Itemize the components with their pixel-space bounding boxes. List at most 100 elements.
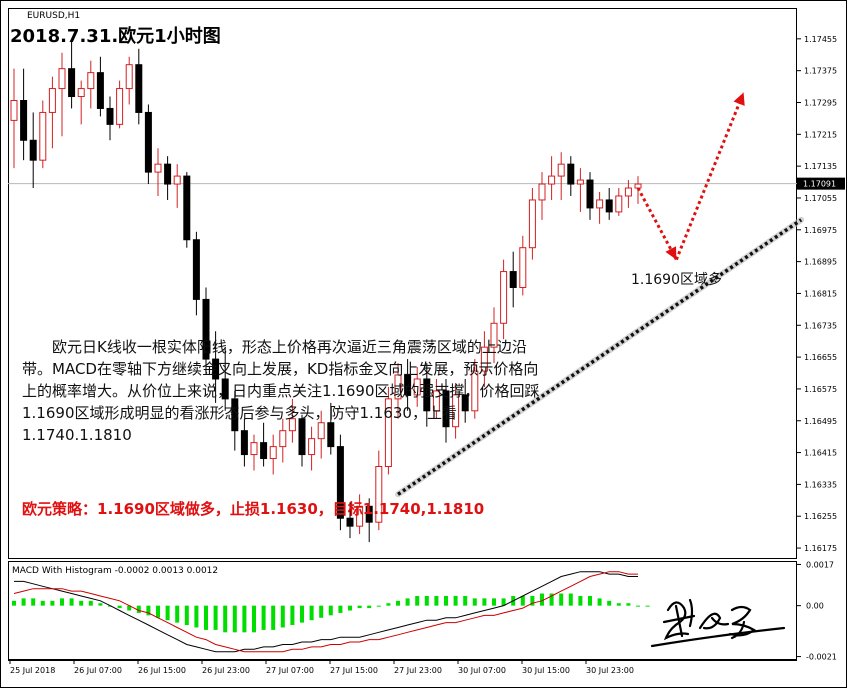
candle [269,434,277,475]
histogram-bar [540,593,544,606]
candle-body [135,64,143,113]
histogram-bar [607,600,612,606]
candle-body [461,394,469,412]
histogram-bar [184,605,189,626]
candle [231,390,239,451]
histogram-bar [376,605,381,607]
histogram-bar [204,605,208,630]
candle [605,188,613,220]
histogram-bar [31,598,36,606]
histogram-bar [165,605,170,621]
price-tick-label: 1.16735 [804,321,837,330]
candle [77,80,85,125]
candle [202,287,210,375]
candle-body [336,446,344,519]
candle-body [87,72,95,90]
candle [480,331,488,387]
histogram-bar [396,600,400,606]
candle-body [202,298,210,360]
histogram-bar [424,595,429,606]
candle-body [596,199,604,209]
candle [586,172,594,220]
price-tick-label: 1.16335 [804,480,837,489]
candle-body [538,183,546,201]
histogram-bar [520,595,525,606]
candle [164,156,172,200]
histogram-bar [357,605,362,609]
histogram-bar [232,605,237,633]
candle-body [68,68,76,98]
forecast-segment [636,187,678,261]
strategy-text: 欧元策略：1.1690区域做多，止损1.1630，目标1.1740,1.1810 [22,500,485,518]
histogram-bar [588,595,592,606]
candle [528,188,536,260]
candle-body [58,68,66,90]
histogram-bar [136,605,141,613]
histogram-bar [290,605,295,626]
candle [116,80,124,129]
candle [250,434,258,471]
candle-body [576,179,584,185]
candle-body [500,271,508,324]
time-tick-label: 25 Jul 2018 [10,666,55,675]
candle [509,251,517,308]
candle-body [106,107,114,125]
histogram-bar [386,603,391,606]
candle-body [288,418,296,432]
candle-body [125,64,133,90]
candle [154,148,162,196]
histogram-bar [156,605,160,618]
candle-body [384,398,392,467]
histogram-bar [309,605,314,621]
histogram-bar [338,605,343,613]
candle-body [192,239,200,300]
histogram-bar [223,605,228,633]
candle-body [298,418,306,456]
candle [308,426,316,471]
signal-line [13,571,638,653]
candle-body [240,430,248,456]
candle-body [452,394,460,428]
candle-body [317,422,325,440]
candle-body [375,466,383,523]
symbol-label: EURUSD,H1 [27,11,81,21]
candle [557,152,565,200]
forecast-arrowhead [665,246,677,260]
price-tick-label: 1.16655 [804,353,837,362]
histogram-bar [21,598,26,606]
histogram-bar [549,593,554,606]
histogram-bar [501,598,506,606]
candle [461,378,469,423]
candle [356,494,364,535]
trendline-shadow [395,216,805,498]
candle-body [154,163,162,173]
histogram-bar [568,593,573,606]
histogram-bar [434,595,439,606]
macd-title: MACD With Histogram -0.0002 0.0013 0.001… [12,566,219,576]
candle-body [528,199,536,249]
time-tick-label: 26 Jul 23:00 [202,666,250,675]
histogram-bar [415,595,420,606]
candle-body [586,179,594,209]
candle-body [116,88,124,125]
histogram-bar [482,598,487,606]
candle [135,48,143,125]
histogram-bar [578,595,583,606]
histogram-bar [69,598,74,606]
candle [490,307,498,364]
histogram-bar [645,605,650,607]
candle [432,378,440,419]
candle-body [548,175,556,185]
macd-tick-label: 0.00 [806,602,824,611]
price-tick-label: 1.17375 [804,67,837,76]
histogram-bar [616,603,621,606]
candle [240,418,248,467]
candle [279,418,287,463]
histogram-bar [300,605,304,623]
price-tick-label: 1.16975 [804,226,837,235]
candle-body [365,505,373,523]
macd-line [14,571,638,653]
candle-body [231,398,239,432]
histogram-bar [60,598,64,606]
candle [336,434,344,531]
